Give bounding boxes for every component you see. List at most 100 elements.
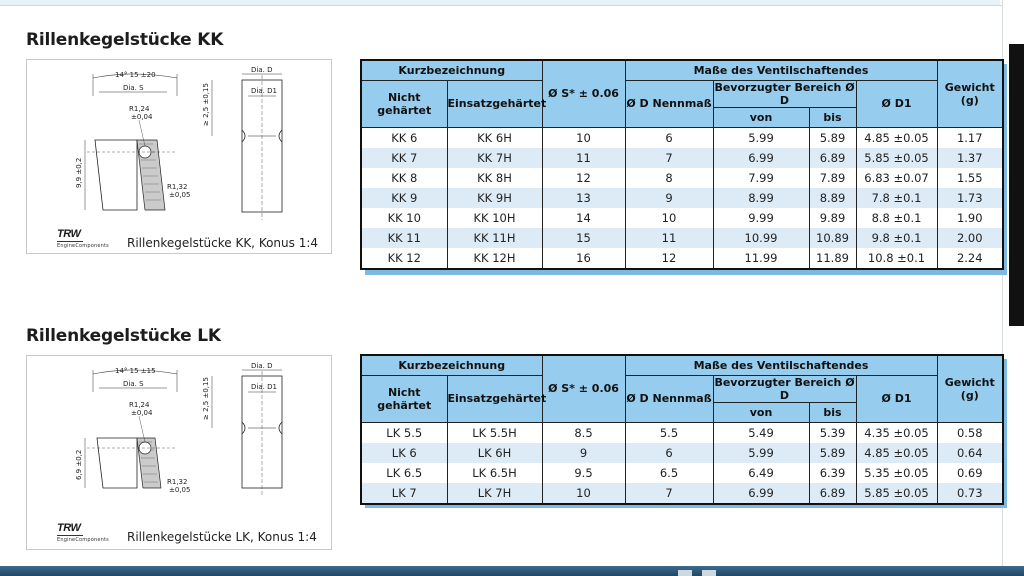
cell-einsatzgehaertet: LK 6.5H — [446, 462, 543, 483]
table-body-kk: KK 6 KK 6H 10 6 5.99 5.89 4.85 ±0.05 1.17 KK 7 KK… — [360, 126, 1004, 269]
dim-dia-d-kk: Dia. D — [251, 66, 272, 74]
cell-von: 6.99 — [712, 482, 810, 504]
header-nicht-gehaertet: Nicht gehärtet — [360, 374, 448, 423]
cell-einsatzgehaertet: KK 6H — [446, 126, 543, 148]
cell-bis: 6.89 — [808, 482, 857, 504]
cell-einsatzgehaertet: KK 12H — [446, 247, 543, 269]
taskbar-item[interactable] — [678, 570, 692, 576]
cell-d-nennmass: 10 — [624, 207, 714, 228]
cell-von: 6.49 — [712, 462, 810, 483]
cell-nicht-gehaertet: LK 7 — [360, 482, 448, 504]
header-bis: bis — [808, 401, 857, 423]
cell-bis: 6.89 — [808, 147, 857, 168]
header-bereich: Bevorzugter Bereich Ø D — [712, 374, 857, 403]
table-row: KK 7 KK 7H 11 7 6.99 6.89 5.85 ±0.05 1.37 — [360, 147, 1004, 168]
cell-einsatzgehaertet: KK 8H — [446, 167, 543, 188]
header-d-nennmass: Ø D Nennmaß — [624, 374, 714, 423]
technical-drawing-lk: 14° 15 ±15 Dia. S R1,24 ±0,04 R1,32 ±0,0… — [26, 355, 332, 550]
cell-d1: 7.8 ±0.1 — [855, 187, 938, 208]
cell-nicht-gehaertet: KK 8 — [360, 167, 448, 188]
cell-gewicht: 1.37 — [936, 147, 1004, 168]
table-row: KK 11 KK 11H 15 11 10.99 10.89 9.8 ±0.1 2.00 — [360, 227, 1004, 248]
header-d1: Ø D1 — [855, 79, 938, 128]
cell-d-nennmass: 6 — [624, 442, 714, 463]
cell-gewicht: 1.73 — [936, 187, 1004, 208]
cell-d-nennmass: 7 — [624, 482, 714, 504]
dim-r2-tol-kk: ±0,05 — [169, 191, 190, 199]
table-row: LK 6 LK 6H 9 6 5.99 5.89 4.85 ±0.05 0.64 — [360, 442, 1004, 463]
cell-bis: 6.39 — [808, 462, 857, 483]
cell-einsatzgehaertet: KK 11H — [446, 227, 543, 248]
cell-bis: 9.89 — [808, 207, 857, 228]
header-von: von — [712, 401, 810, 423]
cell-d1: 4.35 ±0.05 — [855, 421, 938, 443]
cell-s: 8.5 — [541, 421, 626, 443]
cell-s: 13 — [541, 187, 626, 208]
dim-r2-lk: R1,32 — [167, 478, 187, 486]
cell-d1: 5.85 ±0.05 — [855, 147, 938, 168]
technical-drawing-kk: 14° 15 ±20 Dia. S R1,24 ±0,04 R1,32 ±0,0… — [26, 59, 332, 254]
dim-height-kk: 9,9 ±0,2 — [75, 158, 83, 188]
cell-einsatzgehaertet: KK 7H — [446, 147, 543, 168]
brand-logo-kk: TRW — [57, 228, 81, 240]
header-bis: bis — [808, 106, 857, 128]
window-top-strip — [0, 0, 1000, 5]
taskbar-item[interactable] — [702, 570, 716, 576]
cell-von: 7.99 — [712, 167, 810, 188]
cell-d1: 10.8 ±0.1 — [855, 247, 938, 269]
header-d-nennmass: Ø D Nennmaß — [624, 79, 714, 128]
dim-dia-d-lk: Dia. D — [251, 362, 272, 370]
section-heading-kk: Rillenkegelstücke KK — [26, 30, 224, 50]
scrollbar-thumb[interactable] — [1009, 44, 1024, 326]
dim-r1-kk: R1,24 — [129, 105, 150, 113]
cell-nicht-gehaertet: KK 7 — [360, 147, 448, 168]
header-nicht-gehaertet: Nicht gehärtet — [360, 79, 448, 128]
cell-bis: 8.89 — [808, 187, 857, 208]
brand-logo-lk: TRW — [57, 522, 81, 534]
cell-s: 15 — [541, 227, 626, 248]
drawing-caption-kk: Rillenkegelstücke KK, Konus 1:4 — [127, 236, 319, 250]
cell-s: 9 — [541, 442, 626, 463]
section-heading-lk: Rillenkegelstücke LK — [26, 326, 221, 346]
cell-von: 11.99 — [712, 247, 810, 269]
cell-d1: 4.85 ±0.05 — [855, 126, 938, 148]
cell-nicht-gehaertet: KK 11 — [360, 227, 448, 248]
cell-d-nennmass: 8 — [624, 167, 714, 188]
cell-s: 11 — [541, 147, 626, 168]
cell-bis: 7.89 — [808, 167, 857, 188]
cell-s: 14 — [541, 207, 626, 228]
dim-dia-s-kk: Dia. S — [123, 84, 144, 92]
header-von: von — [712, 106, 810, 128]
header-masse: Maße des Ventilschaftendes — [624, 59, 938, 81]
header-gewicht: Gewicht (g) — [936, 354, 1004, 423]
cell-gewicht: 2.00 — [936, 227, 1004, 248]
cell-von: 9.99 — [712, 207, 810, 228]
cell-s: 10 — [541, 482, 626, 504]
cell-von: 6.99 — [712, 147, 810, 168]
cell-nicht-gehaertet: LK 5.5 — [360, 421, 448, 443]
cell-von: 5.49 — [712, 421, 810, 443]
cell-bis: 11.89 — [808, 247, 857, 269]
cell-gewicht: 1.55 — [936, 167, 1004, 188]
table-row: KK 8 KK 8H 12 8 7.99 7.89 6.83 ±0.07 1.55 — [360, 167, 1004, 188]
dim-angle-lk: 14° 15 ±15 — [115, 367, 156, 375]
cell-d1: 6.83 ±0.07 — [855, 167, 938, 188]
table-row: KK 9 KK 9H 13 9 8.99 8.89 7.8 ±0.1 1.73 — [360, 187, 1004, 208]
cell-d-nennmass: 7 — [624, 147, 714, 168]
cell-s: 9.5 — [541, 462, 626, 483]
table-row: LK 5.5 LK 5.5H 8.5 5.5 5.49 5.39 4.35 ±0.05 0.5… — [360, 421, 1004, 443]
dim-r1-tol-kk: ±0,04 — [131, 113, 153, 121]
table-body-lk: LK 5.5 LK 5.5H 8.5 5.5 5.49 5.39 4.35 ±0.05 0.5… — [360, 421, 1004, 504]
table-row: LK 7 LK 7H 10 7 6.99 6.89 5.85 ±0.05 0.73 — [360, 482, 1004, 504]
cell-d-nennmass: 6.5 — [624, 462, 714, 483]
logo-rule-lk — [57, 535, 83, 536]
drawing-caption-lk: Rillenkegelstücke LK, Konus 1:4 — [127, 530, 317, 544]
dim-dia-d1-kk: Dia. D1 — [251, 87, 277, 95]
cell-gewicht: 1.90 — [936, 207, 1004, 228]
header-einsatzgehaertet: Einsatzgehärtet — [446, 79, 546, 128]
cell-von: 8.99 — [712, 187, 810, 208]
cell-d1: 8.8 ±0.1 — [855, 207, 938, 228]
cell-einsatzgehaertet: KK 10H — [446, 207, 543, 228]
dim-depth-lk: ≥ 2,5 ±0,15 — [202, 377, 210, 420]
dim-r2-kk: R1,32 — [167, 183, 187, 191]
